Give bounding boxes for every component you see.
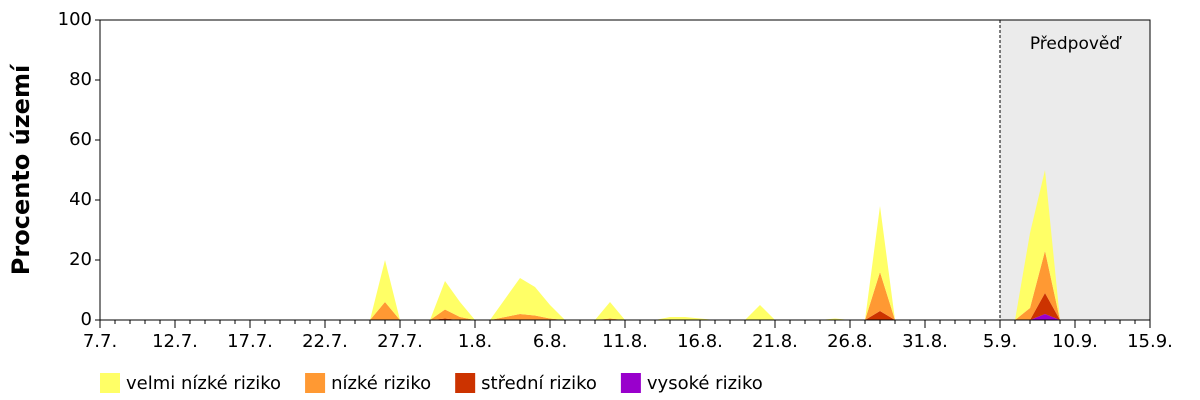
y-axis-title: Procento území xyxy=(7,63,35,275)
area xyxy=(100,251,1150,320)
legend-swatch xyxy=(455,373,476,393)
x-tick-label: 17.7. xyxy=(227,331,273,352)
y-tick-label: 60 xyxy=(69,129,92,150)
y-tick-label: 40 xyxy=(69,189,92,210)
x-tick-label: 15.9. xyxy=(1127,331,1173,352)
x-tick-label: 10.9. xyxy=(1052,331,1098,352)
x-tick-label: 27.7. xyxy=(377,331,423,352)
x-tick-label: 5.9. xyxy=(983,331,1017,352)
x-tick-label: 1.8. xyxy=(458,331,492,352)
y-tick-label: 20 xyxy=(69,249,92,270)
area xyxy=(100,293,1150,320)
forecast-label: Předpověď xyxy=(1030,34,1123,54)
legend-label: velmi nízké riziko xyxy=(126,373,281,394)
x-tick-label: 11.8. xyxy=(602,331,648,352)
y-tick-label: 100 xyxy=(58,9,92,30)
legend-swatch xyxy=(305,373,326,393)
plot-frame xyxy=(99,19,1151,321)
y-tick-label: 0 xyxy=(81,309,92,330)
x-tick-label: 16.8. xyxy=(677,331,723,352)
forecast-region xyxy=(1000,20,1150,320)
legend-label: střední riziko xyxy=(481,373,597,394)
y-tick-label: 80 xyxy=(69,69,92,90)
area xyxy=(100,170,1150,320)
x-tick-label: 12.7. xyxy=(152,331,198,352)
x-tick-label: 31.8. xyxy=(902,331,948,352)
area xyxy=(100,314,1150,320)
x-tick-label: 6.8. xyxy=(533,331,567,352)
x-tick-label: 22.7. xyxy=(302,331,348,352)
legend-swatch xyxy=(100,373,120,393)
legend-label: vysoké riziko xyxy=(647,373,763,394)
legend-swatch xyxy=(620,373,641,393)
x-tick-label: 7.7. xyxy=(83,331,117,352)
legend-label: nízké riziko xyxy=(331,373,431,394)
x-tick-label: 26.8. xyxy=(827,331,873,352)
x-tick-label: 21.8. xyxy=(752,331,798,352)
